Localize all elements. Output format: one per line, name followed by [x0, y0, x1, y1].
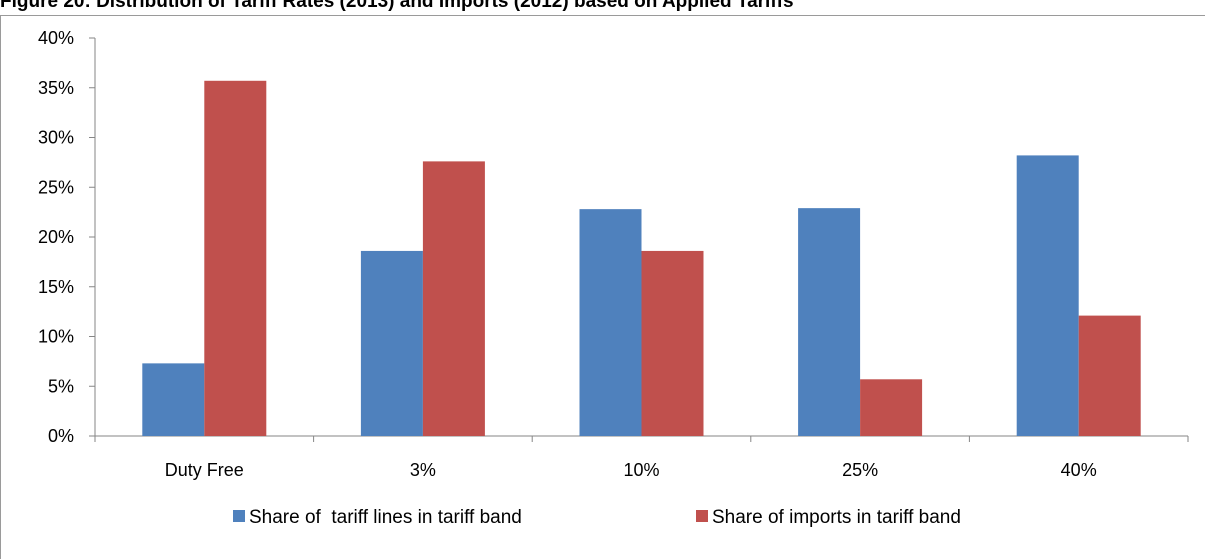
bar-tariff-lines	[142, 363, 205, 436]
y-tick-label: 5%	[48, 376, 74, 396]
bar-imports	[204, 80, 267, 436]
chart-bars	[142, 80, 1141, 436]
chart-axes: 0% 5% 10% 15% 20% 25% 30% 35% 40% Duty Free 3% 10% 2…	[38, 28, 1189, 480]
legend-label: Share of imports in tariff band	[712, 507, 961, 528]
y-tick-label: 40%	[38, 28, 74, 48]
y-tick-label: 0%	[48, 426, 74, 446]
chart-legend: Share of tariff lines in tariff band Shar…	[233, 507, 961, 528]
x-tick-label: 10%	[623, 460, 659, 480]
bar-imports	[860, 379, 923, 436]
x-tick-label: 40%	[1061, 460, 1097, 480]
y-tick-label: 20%	[38, 227, 74, 247]
legend-swatch	[233, 510, 245, 522]
bar-tariff-lines	[1016, 155, 1079, 436]
bar-tariff-lines	[360, 250, 423, 436]
y-tick-label: 30%	[38, 128, 74, 148]
x-tick-label: 3%	[410, 460, 436, 480]
bar-tariff-lines	[798, 208, 861, 436]
chart-frame	[0, 15, 1205, 559]
x-tick-label: Duty Free	[165, 460, 244, 480]
y-tick-label: 25%	[38, 177, 74, 197]
legend-swatch	[696, 510, 708, 522]
x-tick-label: 25%	[842, 460, 878, 480]
y-tick-label: 15%	[38, 277, 74, 297]
bar-imports	[1078, 315, 1141, 436]
y-tick-label: 10%	[38, 327, 74, 347]
legend-label: Share of tariff lines in tariff band	[249, 507, 522, 528]
bar-imports	[422, 161, 485, 436]
figure-title: Figure 20: Distribution of Tariff Rates …	[0, 0, 794, 12]
y-tick-label: 35%	[38, 78, 74, 98]
bar-imports	[641, 250, 704, 436]
bar-tariff-lines	[579, 209, 642, 436]
